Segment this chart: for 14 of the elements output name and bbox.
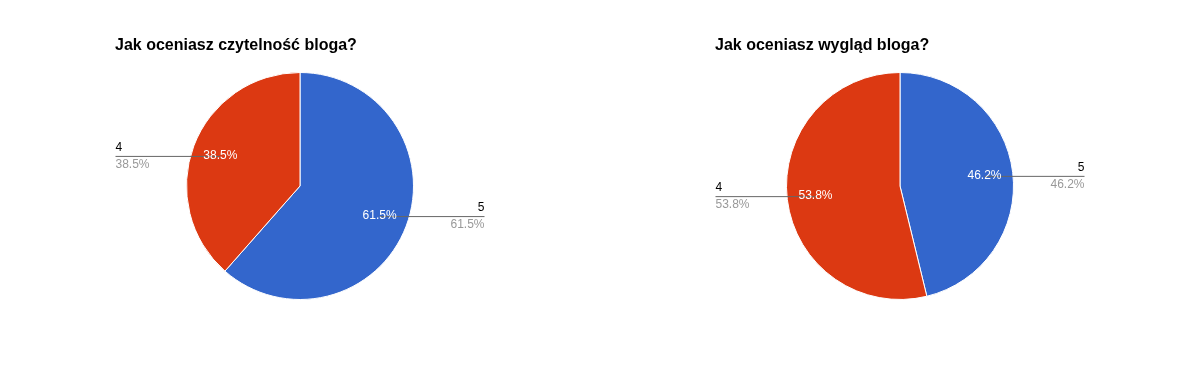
data-label: 53.8%	[798, 188, 833, 203]
slice-label: 5	[477, 200, 485, 215]
text: 46.2%	[1050, 177, 1085, 192]
slice-label: 4	[115, 140, 123, 155]
data-label: 61.5%	[362, 208, 397, 223]
chart-title: Jak oceniasz czytelność bloga?	[115, 36, 357, 54]
slice-label: 5	[1077, 160, 1085, 175]
text: 38.5%	[115, 157, 150, 172]
slice-label: 4	[715, 180, 723, 195]
data-label: 38.5%	[203, 148, 238, 163]
data-label: 46.2%	[967, 168, 1002, 183]
chart-title: Jak oceniasz wygląd bloga?	[715, 36, 930, 54]
text: 53.8%	[715, 197, 750, 212]
text: 61.5%	[450, 217, 485, 232]
